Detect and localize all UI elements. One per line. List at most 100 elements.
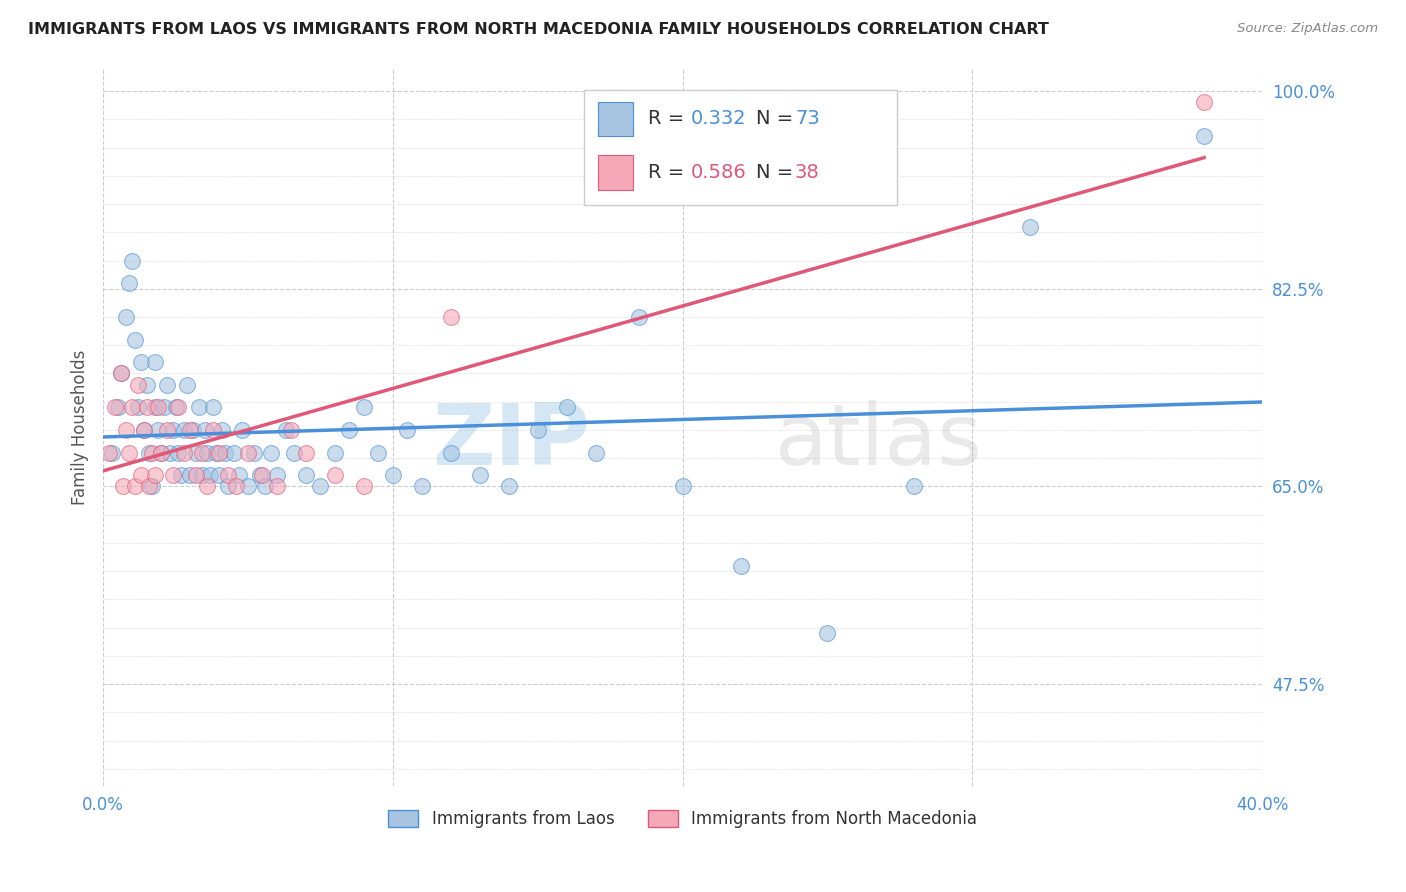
Point <box>730 558 752 573</box>
Point <box>585 445 607 459</box>
Point <box>132 423 155 437</box>
Point <box>228 468 250 483</box>
Point <box>184 445 207 459</box>
Point <box>526 423 548 437</box>
Text: 0.586: 0.586 <box>690 163 747 182</box>
Bar <box>598 155 633 190</box>
Point <box>121 401 143 415</box>
Point <box>148 423 170 437</box>
Text: N =: N = <box>755 109 799 128</box>
Point <box>143 401 166 415</box>
Point <box>173 445 195 459</box>
Point <box>124 333 146 347</box>
Point <box>254 479 277 493</box>
Point <box>176 377 198 392</box>
Point <box>143 468 166 483</box>
Point <box>135 377 157 392</box>
Point <box>236 445 259 459</box>
Point <box>121 253 143 268</box>
Point <box>266 479 288 493</box>
Point <box>236 479 259 493</box>
Point <box>167 445 190 459</box>
Point <box>249 468 271 483</box>
Point <box>112 479 135 493</box>
Point <box>202 401 225 415</box>
Point <box>323 445 346 459</box>
Point <box>115 310 138 324</box>
Text: N =: N = <box>755 163 799 182</box>
Text: IMMIGRANTS FROM LAOS VS IMMIGRANTS FROM NORTH MACEDONIA FAMILY HOUSEHOLDS CORREL: IMMIGRANTS FROM LAOS VS IMMIGRANTS FROM … <box>28 22 1049 37</box>
Text: 73: 73 <box>794 109 820 128</box>
Point <box>555 401 578 415</box>
Point <box>150 445 173 459</box>
Text: Source: ZipAtlas.com: Source: ZipAtlas.com <box>1237 22 1378 36</box>
Point <box>129 468 152 483</box>
Point <box>141 479 163 493</box>
Point <box>217 479 239 493</box>
FancyBboxPatch shape <box>583 90 897 205</box>
Point <box>225 479 247 493</box>
Point <box>339 423 361 437</box>
Point <box>127 377 149 392</box>
Point <box>101 445 124 459</box>
Point <box>217 468 239 483</box>
Point <box>367 445 389 459</box>
Point <box>162 423 184 437</box>
Point <box>353 401 375 415</box>
Point <box>222 445 245 459</box>
Point <box>309 479 332 493</box>
Point <box>197 445 219 459</box>
Point <box>132 423 155 437</box>
Point <box>156 377 179 392</box>
Point <box>141 445 163 459</box>
Text: ZIP: ZIP <box>432 400 591 483</box>
Point <box>138 445 160 459</box>
Point <box>1192 95 1215 110</box>
Point <box>110 367 132 381</box>
Point <box>179 468 201 483</box>
Point <box>202 423 225 437</box>
Point <box>193 423 215 437</box>
Point <box>115 423 138 437</box>
Point <box>208 468 231 483</box>
Point <box>903 479 925 493</box>
Point <box>190 468 212 483</box>
Point <box>170 468 193 483</box>
Text: 0.332: 0.332 <box>690 109 747 128</box>
Point <box>181 423 204 437</box>
Point <box>283 445 305 459</box>
Point <box>295 445 318 459</box>
Point <box>381 468 404 483</box>
Point <box>231 423 253 437</box>
Point <box>124 479 146 493</box>
Point <box>127 401 149 415</box>
Point <box>179 423 201 437</box>
Point <box>118 276 141 290</box>
Point <box>411 479 433 493</box>
Point <box>162 468 184 483</box>
Point <box>165 401 187 415</box>
Text: 38: 38 <box>794 163 820 182</box>
Point <box>184 468 207 483</box>
Point <box>214 445 236 459</box>
Point <box>817 626 839 640</box>
Point <box>353 479 375 493</box>
Point <box>440 445 463 459</box>
Text: R =: R = <box>648 109 690 128</box>
Point <box>208 445 231 459</box>
Text: atlas: atlas <box>775 400 983 483</box>
Point <box>159 445 181 459</box>
Point <box>280 423 302 437</box>
Point <box>153 401 176 415</box>
Point <box>396 423 419 437</box>
Point <box>468 468 491 483</box>
Point <box>107 401 129 415</box>
Point <box>266 468 288 483</box>
Point <box>260 445 283 459</box>
Point <box>104 401 127 415</box>
Point <box>129 355 152 369</box>
Point <box>295 468 318 483</box>
Point <box>97 445 120 459</box>
Point <box>498 479 520 493</box>
Point <box>671 479 693 493</box>
